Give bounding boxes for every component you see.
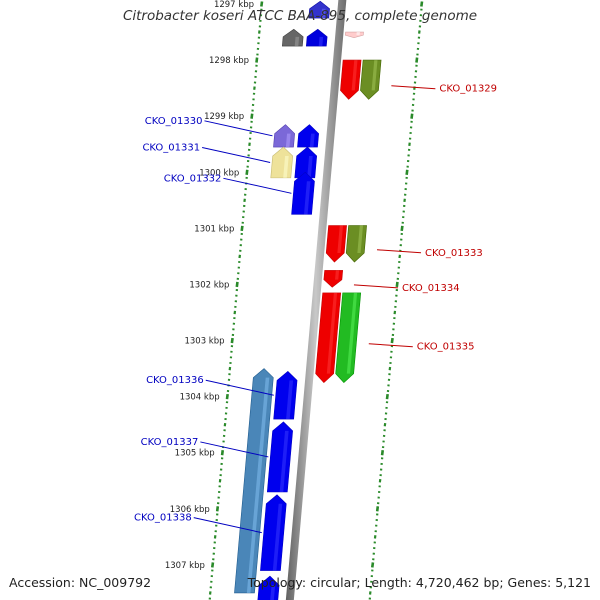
scale-tick-label: 1307 kbp	[165, 561, 205, 571]
feature-arrow-reverse[interactable]	[308, 0, 330, 19]
feature-label-forward[interactable]: CKO_01335	[417, 342, 475, 353]
feature-arrow-forward[interactable]	[340, 59, 362, 100]
scale-tick-label: 1301 kbp	[194, 224, 234, 234]
feature-arrow-reverse[interactable]	[291, 171, 315, 215]
genome-backbone	[285, 0, 347, 600]
scale-tick-major-right	[405, 169, 409, 175]
feature-arrow-forward[interactable]	[344, 31, 364, 38]
scale-tick-label: 1306 kbp	[170, 505, 210, 515]
scale-tick-label: 1302 kbp	[189, 280, 229, 290]
scale-tick-major-left	[250, 113, 254, 119]
feature-label-leader	[205, 379, 274, 396]
scale-tick-major-right	[385, 393, 389, 400]
scale-tick-label: 1297 kbp	[214, 0, 254, 10]
scale-tick-label: 1305 kbp	[175, 449, 215, 459]
feature-arrow-reverse[interactable]	[294, 146, 318, 179]
feature-arrow-forward[interactable]	[315, 292, 342, 384]
scale-tick-major-right	[415, 57, 419, 63]
feature-label-reverse[interactable]: CKO_01332	[164, 173, 222, 184]
scale-ticks-right	[368, 1, 424, 600]
scale-tick-major-right	[390, 337, 394, 344]
feature-label-leader	[223, 177, 292, 194]
scale-tick-major-left	[235, 281, 239, 288]
scale-tick-major-left	[210, 562, 215, 568]
feature-label-leader	[202, 146, 271, 163]
scale-tick-major-left	[225, 393, 229, 400]
scale-tick-major-left	[230, 337, 234, 344]
scale-tick-major-right	[395, 281, 399, 288]
scale-tick-major-left	[245, 169, 249, 175]
scale-ticks-left	[208, 1, 264, 600]
feature-arrow-reverse[interactable]	[297, 124, 319, 148]
feature-tracks	[234, 0, 382, 600]
feature-arrow-reverse[interactable]	[234, 368, 274, 594]
feature-label-reverse[interactable]: CKO_01338	[134, 513, 192, 524]
scale-tick-major-left	[255, 57, 259, 63]
scale-tick-label: 1304 kbp	[180, 393, 220, 403]
scale-tick-label: 1299 kbp	[204, 112, 244, 122]
feature-arrow-reverse[interactable]	[260, 494, 287, 571]
genome-summary: Topology: circular; Length: 4,720,462 bp…	[247, 575, 591, 590]
feature-arrow-reverse[interactable]	[305, 28, 328, 47]
scale-tick-major-left	[215, 506, 220, 512]
scale-tick-major-right	[375, 506, 380, 512]
feature-label-leader	[204, 120, 273, 137]
scale-tick-major-left	[240, 225, 244, 232]
feature-label-leader	[353, 284, 398, 289]
feature-arrow-reverse[interactable]	[270, 146, 294, 179]
feature-arrow-forward[interactable]	[360, 59, 382, 100]
feature-label-reverse[interactable]: CKO_01336	[146, 375, 204, 386]
feature-label-forward[interactable]: CKO_01333	[425, 248, 483, 259]
scale-tick-major-right	[380, 450, 385, 456]
feature-arrow-forward[interactable]	[323, 270, 344, 288]
feature-labels: CKO_01330 CKO_01331 CKO_01332 CKO_01336 CKO_…	[134, 84, 497, 534]
scale-tick-major-left	[260, 1, 264, 7]
feature-label-leader	[368, 343, 413, 348]
scale-tick-major-left	[220, 450, 225, 456]
genome-title: Citrobacter koseri ATCC BAA-895, complet…	[122, 8, 478, 24]
feature-arrow-reverse[interactable]	[257, 575, 280, 600]
feature-label-leader	[376, 249, 422, 254]
scale-tick-label: 1300 kbp	[199, 168, 239, 178]
feature-arrow-reverse[interactable]	[281, 28, 304, 47]
scale-tick-major-right	[370, 562, 375, 568]
scale-tick-major-right	[410, 113, 414, 119]
feature-label-reverse[interactable]: CKO_01331	[142, 142, 200, 153]
scale-tick-labels: 1297 kbp 1298 kbp 1299 kbp 1300 kbp 1301 kbp…	[165, 0, 254, 571]
feature-label-leader	[193, 517, 262, 534]
feature-label-leader	[200, 441, 269, 458]
feature-label-forward[interactable]: CKO_01329	[439, 84, 497, 95]
feature-label-reverse[interactable]: CKO_01330	[145, 116, 203, 127]
accession-label: Accession: NC_009792	[9, 575, 152, 590]
feature-arrow-reverse[interactable]	[266, 421, 293, 493]
feature-label-reverse[interactable]: CKO_01337	[141, 437, 199, 448]
feature-arrow-forward[interactable]	[325, 225, 347, 263]
scale-tick-label: 1298 kbp	[209, 56, 249, 66]
scale-tick-major-right	[400, 225, 404, 232]
scale-tick-label: 1303 kbp	[184, 337, 224, 347]
feature-arrow-forward[interactable]	[345, 225, 367, 263]
feature-arrow-reverse[interactable]	[273, 124, 295, 148]
feature-label-leader	[391, 85, 436, 90]
feature-label-forward[interactable]: CKO_01334	[402, 283, 460, 294]
scale-tick-major-right	[420, 1, 424, 7]
feature-arrow-forward[interactable]	[335, 292, 362, 384]
feature-arrow-reverse[interactable]	[273, 370, 298, 420]
